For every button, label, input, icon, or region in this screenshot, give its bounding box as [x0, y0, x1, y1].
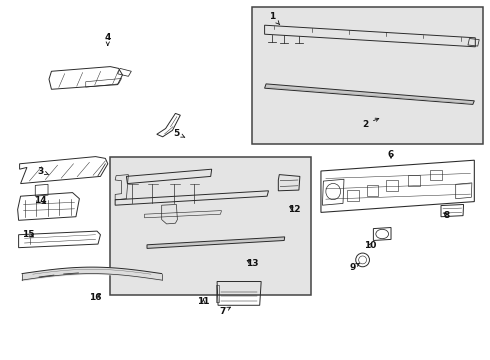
Bar: [386, 180, 398, 191]
Bar: [110, 157, 311, 295]
Text: 9: 9: [349, 263, 359, 271]
Text: 11: 11: [197, 297, 210, 306]
Bar: [367, 185, 378, 196]
Text: 5: 5: [173, 129, 185, 138]
Text: 15: 15: [22, 230, 35, 239]
Text: 13: 13: [246, 259, 259, 268]
Text: 6: 6: [388, 150, 394, 158]
Bar: [430, 170, 442, 180]
Text: 14: 14: [34, 197, 47, 205]
Text: 2: 2: [362, 118, 379, 129]
Text: 4: 4: [104, 33, 111, 45]
Bar: [408, 175, 420, 186]
Bar: [347, 190, 359, 201]
Bar: [252, 7, 483, 144]
Text: 1: 1: [269, 12, 280, 25]
Text: 12: 12: [288, 205, 300, 214]
Polygon shape: [265, 84, 474, 104]
Text: 7: 7: [220, 307, 230, 316]
Text: 8: 8: [444, 211, 450, 220]
Text: 3: 3: [37, 166, 49, 175]
Text: 16: 16: [89, 292, 102, 302]
Text: 10: 10: [364, 241, 376, 250]
Polygon shape: [147, 237, 285, 248]
